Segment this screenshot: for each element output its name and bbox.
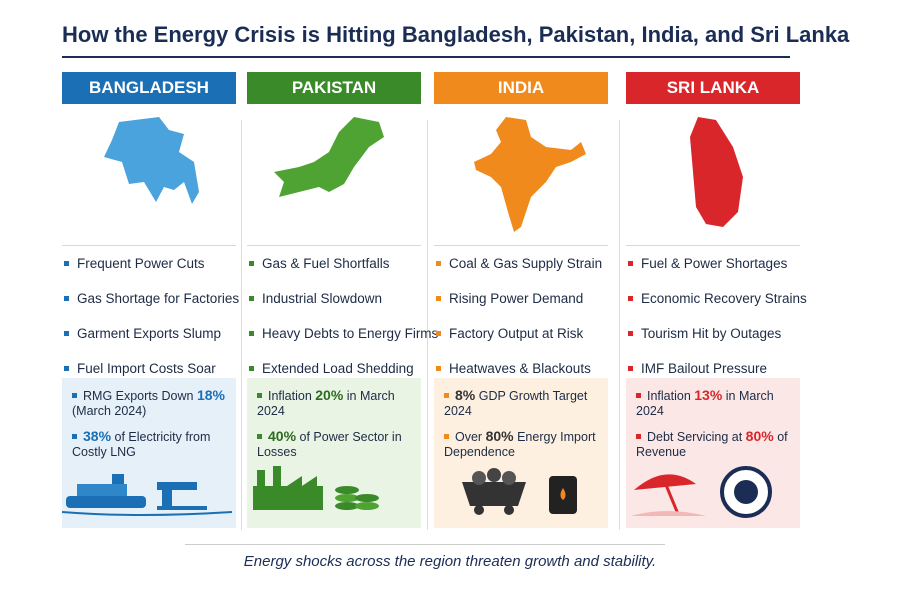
bullet: Heatwaves & Blackouts [436,351,608,386]
bullet: Gas Shortage for Factories [64,281,239,316]
country-header: SRI LANKA [626,72,800,104]
country-map [690,117,743,227]
stat-highlight: 80% [745,428,774,444]
icons [631,466,772,518]
stat-tail: of Revenue [636,430,788,459]
bullet-list: Fuel & Power Shortages Economic Recovery … [626,245,807,386]
country-map [474,117,586,232]
icons [253,466,379,510]
stat: RMG Exports Down 18% (March 2024) [72,388,230,419]
footer-line [185,544,665,545]
separator [241,120,242,530]
stat-highlight: 40% [268,428,297,444]
bullet: IMF Bailout Pressure [628,351,800,386]
country-column: PAKISTAN Gas & Fuel Shortfalls Industrial … [247,72,438,532]
stat-tail: of Electricity from Costly LNG [72,430,211,459]
stat-lead: Debt Servicing at [647,430,743,444]
stat-tail: GDP Growth Target 2024 [444,389,588,418]
bullet: Fuel & Power Shortages [628,246,800,281]
bullet: Rising Power Demand [436,281,608,316]
icons [62,474,233,516]
bullet: Frequent Power Cuts [64,246,236,281]
stat-lead: Inflation [268,389,312,403]
bullet: Fuel Import Costs Soar [64,351,236,386]
title: How the Energy Crisis is Hitting Banglad… [62,22,849,58]
stat: 40% of Power Sector in Losses [257,429,415,460]
stat: 8% GDP Growth Target 2024 [444,388,602,419]
country-map [274,117,384,197]
bullet: Gas & Fuel Shortfalls [249,246,421,281]
stat-highlight: 38% [83,428,112,444]
stat-highlight: 20% [315,387,344,403]
country-column: INDIA Coal & Gas Supply Strain Rising Powe… [434,72,608,532]
bullet: Coal & Gas Supply Strain [436,246,608,281]
stat-lead: RMG Exports Down [83,389,194,403]
bullet-list: Coal & Gas Supply Strain Rising Power Dem… [434,245,608,386]
country-column: BANGLADESH Frequent Power Cuts Gas Shortag… [62,72,239,532]
separator [427,120,428,530]
bullet: Factory Output at Risk [436,316,608,351]
stat-lead: Over [455,430,483,444]
bullet-list: Frequent Power Cuts Gas Shortage for Fact… [62,245,239,386]
stat-tail: in March 2024 [257,389,395,418]
country-header: PAKISTAN [247,72,421,104]
stat: Inflation 13% in March 2024 [636,388,794,419]
stat-tail: in March 2024 [636,389,774,418]
bullet: Tourism Hit by Outages [628,316,800,351]
country-header: BANGLADESH [62,72,236,104]
stat-tail: of Power Sector in Losses [257,430,402,459]
footer: Energy shocks across the region threaten… [243,553,657,570]
bullet-list: Gas & Fuel Shortfalls Industrial Slowdown… [247,245,438,386]
stat-box: RMG Exports Down 18% (March 2024) 38% of … [62,378,236,528]
stat: Inflation 20% in March 2024 [257,388,415,419]
bullet: Extended Load Shedding [249,351,421,386]
stat: 38% of Electricity from Costly LNG [72,429,230,460]
stat-box: Inflation 13% in March 2024 Debt Servicin… [626,378,800,528]
stat-box: 8% GDP Growth Target 2024 Over 80% Energy… [434,378,608,528]
bullet: Industrial Slowdown [249,281,421,316]
country-map [104,117,199,204]
bullet: Heavy Debts to Energy Firms [249,316,438,351]
stat-tail: Energy Import Dependence [444,430,596,459]
bullet: Economic Recovery Strains [628,281,807,316]
stat-highlight: 18% [196,387,225,403]
stat: Over 80% Energy Import Dependence [444,429,602,460]
country-column: SRI LANKA Fuel & Power Shortages Economic … [626,72,807,532]
stat-highlight: 13% [694,387,723,403]
bullet: Garment Exports Slump [64,316,236,351]
stat-tail: (March 2024) [72,404,147,418]
icons [462,468,577,515]
stat: Debt Servicing at 80% of Revenue [636,429,794,460]
stat-highlight: 80% [485,428,514,444]
separator [619,120,620,530]
stat-highlight: 8% [455,387,476,403]
stat-box: Inflation 20% in March 2024 40% of Power … [247,378,421,528]
stat-lead: Inflation [647,389,691,403]
country-header: INDIA [434,72,608,104]
